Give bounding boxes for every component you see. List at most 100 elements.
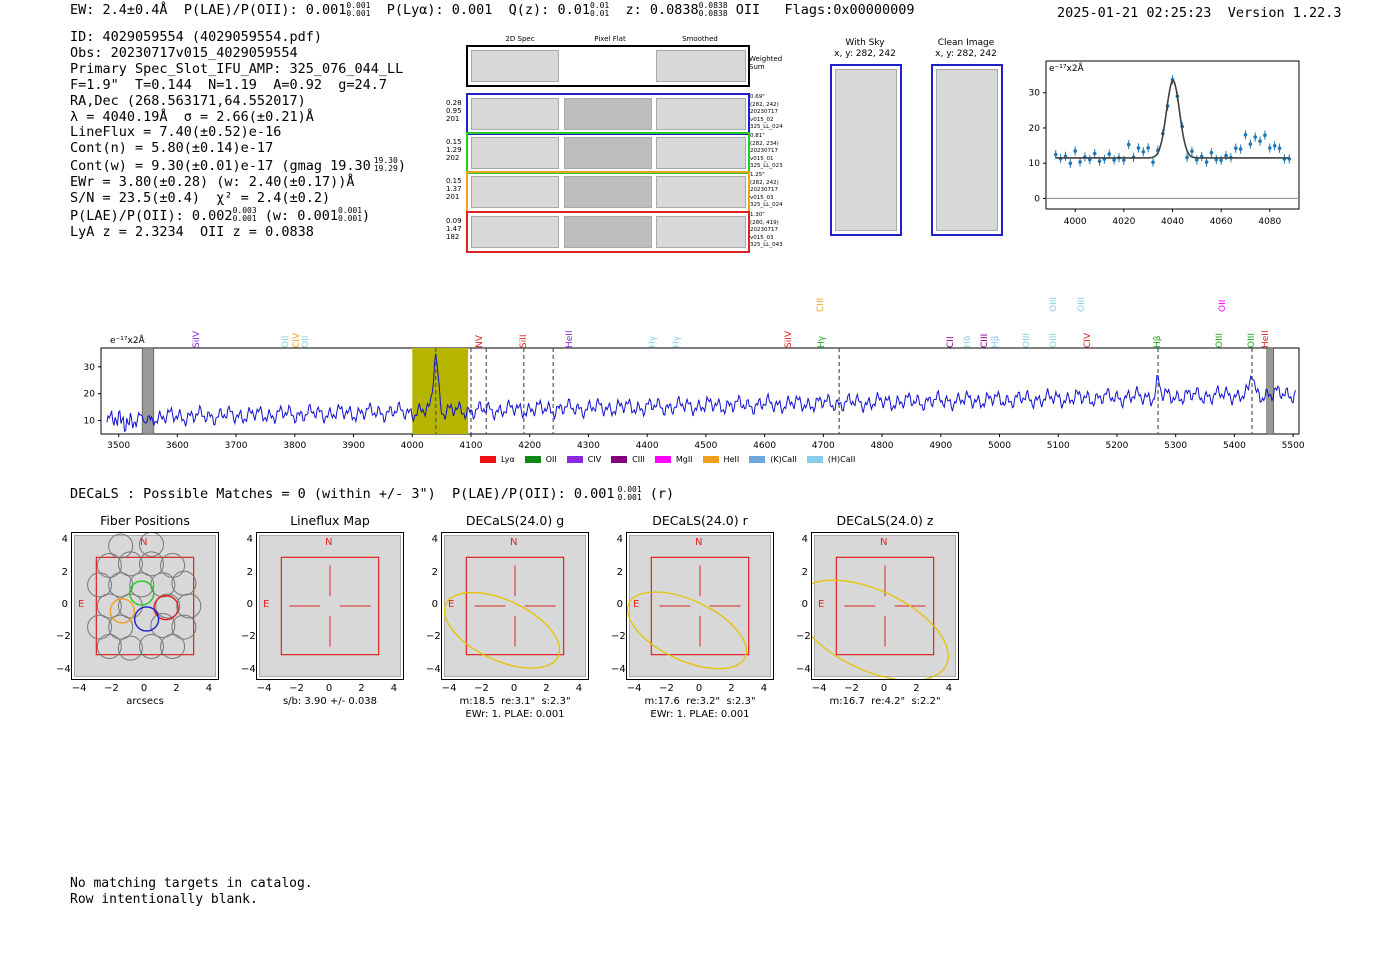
weighted-2d-image — [471, 50, 559, 82]
gaussian-model-line — [1055, 79, 1290, 159]
spectral-line-label: SiII — [519, 334, 529, 348]
selected-fiber-circle — [153, 594, 179, 621]
panel-x-tick: −2 — [289, 683, 304, 694]
fiber-circle — [108, 533, 134, 559]
panel-y-tick: −4 — [56, 663, 71, 675]
panel-x-tick: 0 — [140, 683, 148, 694]
panel-y-tick: 2 — [616, 566, 623, 578]
aperture-box — [650, 556, 750, 656]
spectral-line-label: Hδ — [963, 335, 973, 348]
cutout-row-side: 1.30" (280, 419) 20230717 v015_03 325_LL_043 — [750, 212, 800, 250]
cutout-value: 0.15 — [446, 177, 462, 185]
fiber-circle — [108, 614, 134, 640]
panel-y-tick: −4 — [796, 663, 811, 675]
east-label: E — [448, 599, 455, 610]
east-label: E — [78, 599, 85, 610]
fiber-circle — [171, 570, 197, 596]
col-title-flat: Pixel Flat — [594, 35, 626, 43]
legend-swatch — [702, 456, 719, 463]
z-line: OII — [735, 2, 761, 18]
panel-y-tick: 4 — [61, 534, 68, 546]
north-label: N — [140, 537, 148, 548]
x-tick-label: 3500 — [107, 441, 130, 451]
legend-label: (K)CaII — [770, 455, 797, 464]
panel-y-tick: 0 — [431, 599, 438, 610]
data-point — [1146, 146, 1150, 150]
data-point — [1195, 158, 1199, 162]
info-line: λ = 4040.19Å σ = 2.66(±0.21)Å — [70, 108, 314, 125]
cutout-2d-image — [471, 98, 559, 130]
data-point — [1263, 133, 1267, 137]
legend-swatch — [524, 456, 541, 463]
y-tick-label: 20 — [84, 390, 96, 400]
data-point — [1073, 149, 1077, 153]
panel-x-tick: 0 — [325, 683, 333, 694]
selected-fiber-circle — [129, 580, 155, 606]
full-spectrum-unit: e⁻¹⁷x2Å — [110, 336, 145, 346]
panel-x-tick: −2 — [844, 683, 859, 694]
selected-fiber-circle — [133, 606, 160, 632]
panel-overlay — [627, 556, 750, 670]
panel-y-tick: −2 — [241, 631, 256, 643]
info-line: EWr = 3.80(±0.28) (w: 2.40(±0.17))Å — [70, 174, 355, 191]
y-tick-label: 10 — [84, 417, 96, 427]
panel-title: DECaLS(24.0) r — [652, 513, 748, 528]
cutout-side-text: 20230717 — [750, 187, 778, 193]
x-tick-label: 5100 — [1047, 441, 1070, 451]
panel-image — [629, 535, 771, 677]
data-point — [1078, 160, 1082, 164]
cutout-value: 1.29 — [446, 146, 462, 154]
legend-label: OII — [545, 455, 557, 464]
info-line: LyA z = 2.3234 OII z = 0.0838 — [70, 223, 314, 240]
data-point — [1190, 149, 1194, 154]
x-tick-label: 4400 — [636, 441, 659, 451]
x-tick-label: 4800 — [871, 441, 894, 451]
line-legend: Lyα OII CIV CIII MgII HeII (K)CaII (H)CaII — [480, 447, 865, 466]
galaxy-ellipse — [627, 591, 748, 670]
x-tick-label: 3600 — [166, 441, 189, 451]
with-sky-title: With Sky x, y: 282, 242 — [834, 38, 896, 59]
version: Version 1.22.3 — [1227, 5, 1342, 21]
east-label: E — [633, 599, 640, 610]
fiber-circle — [87, 614, 113, 640]
panel-caption: m:18.5 re:3.1" s:2.3" — [459, 696, 571, 707]
panel-y-tick: −2 — [796, 631, 811, 643]
info-line: Primary Spec_Slot_IFU_AMP: 325_076_044_L… — [70, 60, 404, 77]
cutout-side-text: 325_LL_023 — [750, 163, 783, 169]
cutout-side-text: 325_LL_024 — [750, 202, 783, 208]
lineflux-map-image — [259, 535, 401, 677]
cutout-smoothed-image — [656, 216, 746, 248]
weighted-sum-label: Weighted Sum — [749, 55, 783, 71]
panel-y-tick: 2 — [801, 566, 808, 578]
spectral-line-label: CIV — [1083, 332, 1093, 348]
fiber-circle — [176, 593, 202, 619]
cutout-smoothed-image — [656, 98, 746, 130]
fiber-circle — [160, 634, 186, 660]
cutout-row-frame — [466, 93, 750, 135]
timestamp: 2025-01-21 02:25:23 — [1057, 5, 1212, 21]
cutout-2d-image — [471, 137, 559, 169]
panel-y-tick: 2 — [431, 566, 438, 578]
legend-item: (H)CaII — [806, 455, 855, 464]
x-tick-label: 5400 — [1223, 441, 1246, 451]
panel-x-tick: 0 — [695, 683, 703, 694]
panel-caption: arcsecs — [126, 696, 164, 707]
panel-caption: m:16.7 re:4.2" s:2.2" — [829, 696, 941, 707]
y-tick-label: 20 — [1029, 124, 1041, 134]
info-line: LineFlux = 7.40(±0.52)e-16 — [70, 124, 282, 141]
panel-y-tick: 0 — [801, 599, 808, 610]
fiber-circle — [171, 614, 197, 640]
z-value: z: 0.0838 — [625, 2, 699, 18]
y-tick-label: 10 — [1029, 159, 1041, 169]
legend-swatch — [749, 456, 766, 463]
spectral-line-label: HeII — [1261, 330, 1271, 348]
cutout-row-frame — [466, 132, 750, 174]
data-point — [1136, 146, 1141, 150]
footer-notes: No matching targets in catalog. Row inten… — [70, 876, 313, 907]
legend-item: CIII — [611, 455, 645, 464]
x-tick-label: 3900 — [342, 441, 365, 451]
spectral-line-label: CIII — [816, 297, 826, 312]
clean-image-title: Clean Image x, y: 282, 242 — [935, 38, 997, 59]
fiber-circle — [138, 533, 164, 557]
spectral-line-label: OIII — [1022, 332, 1032, 348]
